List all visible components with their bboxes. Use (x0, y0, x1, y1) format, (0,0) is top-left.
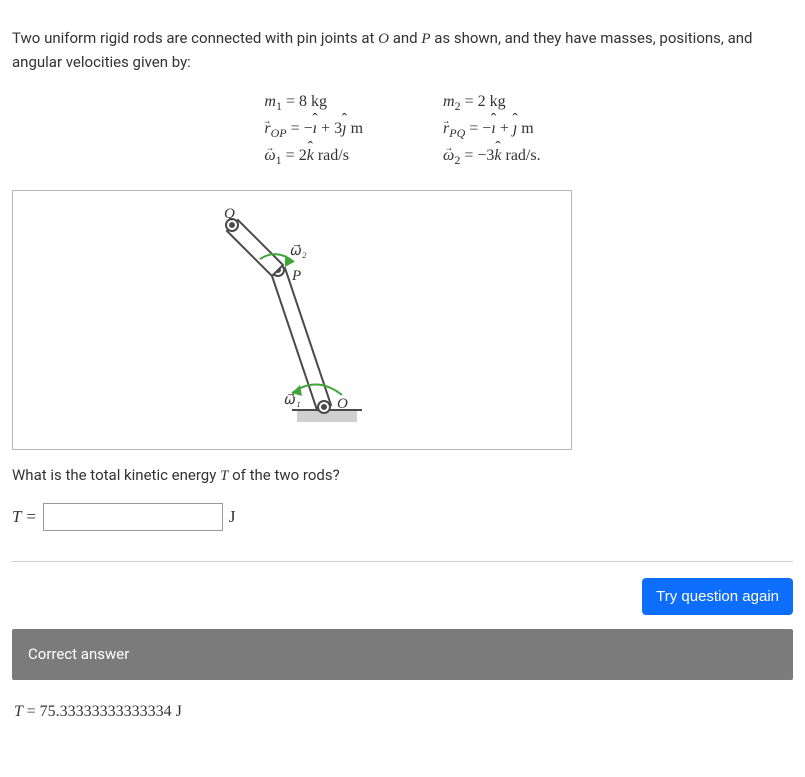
rods-diagram: Q P O ω⃗₂ ω⃗₁ (142, 200, 442, 440)
equations-block: m1 = 8 kg rOP = −ı + 3ȷ m ω1 = 2k rad/s … (12, 88, 793, 172)
answer-input[interactable] (43, 503, 223, 531)
label-w1: ω⃗₁ (284, 393, 301, 408)
correct-answer-value: T = 75.33333333333334 J (14, 700, 791, 724)
answer-label: T = (12, 504, 37, 530)
label-Q: Q (224, 206, 235, 222)
answer-row: T = J (12, 503, 793, 531)
figure-container: Q P O ω⃗₂ ω⃗₁ (12, 190, 572, 450)
problem-intro: Two uniform rigid rods are connected wit… (12, 27, 793, 73)
equations-col-1: m1 = 8 kg rOP = −ı + 3ȷ m ω1 = 2k rad/s (264, 88, 363, 172)
label-P: P (291, 268, 301, 284)
equations-col-2: m2 = 2 kg rPQ = −ı + ȷ m ω2 = −3k rad/s. (443, 88, 541, 172)
label-w2: ω⃗₂ (290, 244, 307, 259)
separator (12, 561, 793, 562)
label-O: O (337, 396, 348, 412)
try-again-button[interactable]: Try question again (642, 578, 793, 615)
question-text: What is the total kinetic energy T of th… (12, 464, 793, 488)
answer-unit: J (229, 504, 236, 530)
correct-answer-banner: Correct answer (12, 629, 793, 680)
